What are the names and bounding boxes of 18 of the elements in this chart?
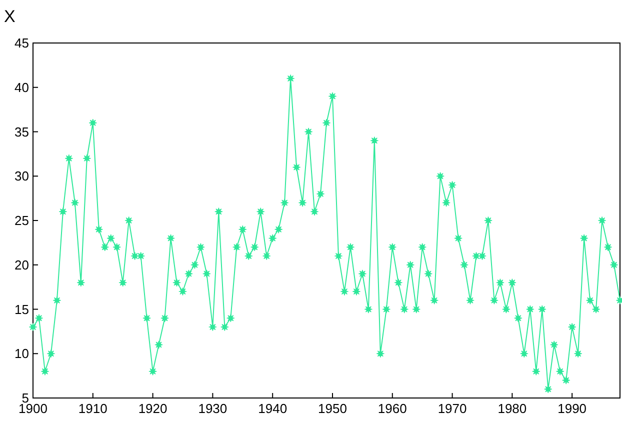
y-tick-label: 10 bbox=[14, 346, 29, 362]
x-tick-label: 1980 bbox=[498, 401, 527, 416]
x-tick-label: 1960 bbox=[378, 401, 407, 416]
y-tick-label: 20 bbox=[14, 257, 29, 272]
x-tick-label: 1940 bbox=[258, 401, 288, 416]
x-tick-label: 1930 bbox=[198, 401, 228, 416]
x-tick-label: 1970 bbox=[438, 401, 467, 416]
y-axis-title: X bbox=[4, 7, 16, 26]
x-tick-label: 1920 bbox=[138, 401, 168, 416]
y-tick-label: 30 bbox=[14, 168, 29, 184]
y-tick-label: 15 bbox=[14, 302, 29, 317]
x-tick-label: 1950 bbox=[318, 401, 347, 416]
x-tick-label: 1990 bbox=[558, 401, 587, 416]
y-tick-label: 45 bbox=[14, 36, 29, 51]
x-tick-label: 1910 bbox=[78, 401, 108, 416]
y-tick-label: 25 bbox=[14, 213, 29, 228]
y-tick-label: 35 bbox=[14, 124, 29, 140]
y-tick-label: 40 bbox=[14, 80, 29, 95]
